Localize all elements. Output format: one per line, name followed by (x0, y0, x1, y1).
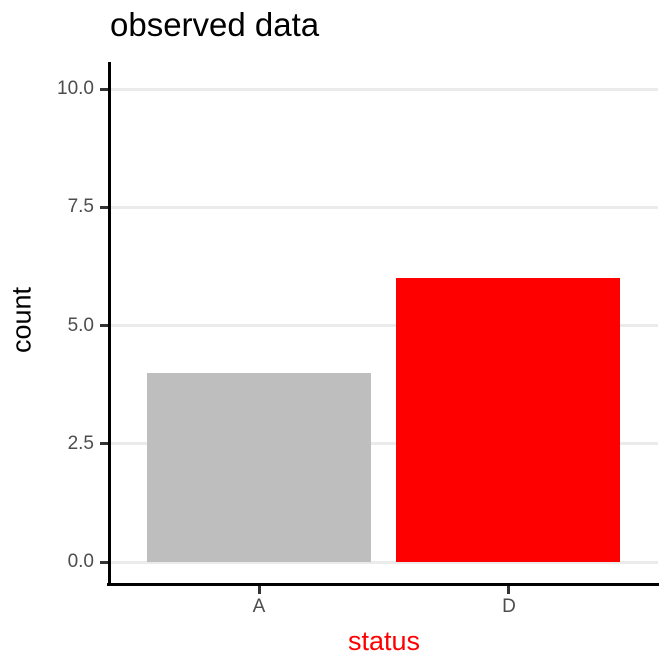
x-axis-title: status (347, 626, 421, 656)
y-tick-label-10.0: 10.0 (57, 78, 94, 99)
y-tick-7.5 (100, 206, 108, 209)
x-tick-D (507, 586, 510, 594)
y-tick-label-7.5: 7.5 (67, 196, 94, 217)
gridline-10.0 (111, 88, 658, 91)
x-tick-label-D: D (502, 596, 516, 617)
y-axis-line (108, 62, 111, 586)
x-axis-line (107, 583, 659, 586)
y-tick-label-2.5: 2.5 (67, 433, 94, 454)
x-tick-label-A: A (252, 596, 266, 617)
y-tick-5.0 (100, 324, 108, 327)
bar-D (396, 278, 620, 562)
y-tick-label-5.0: 5.0 (67, 315, 94, 336)
gridline-5.0 (111, 324, 658, 327)
bar-A (147, 373, 371, 562)
gridline-2.5 (111, 442, 658, 445)
y-tick-10.0 (100, 88, 108, 91)
y-tick-0.0 (100, 561, 108, 564)
y-tick-2.5 (100, 442, 108, 445)
gridline-7.5 (111, 206, 658, 209)
x-tick-A (258, 586, 261, 594)
gridline-0.0 (111, 561, 658, 564)
plot-title: observed data (110, 6, 320, 43)
y-tick-label-0.0: 0.0 (67, 551, 94, 572)
